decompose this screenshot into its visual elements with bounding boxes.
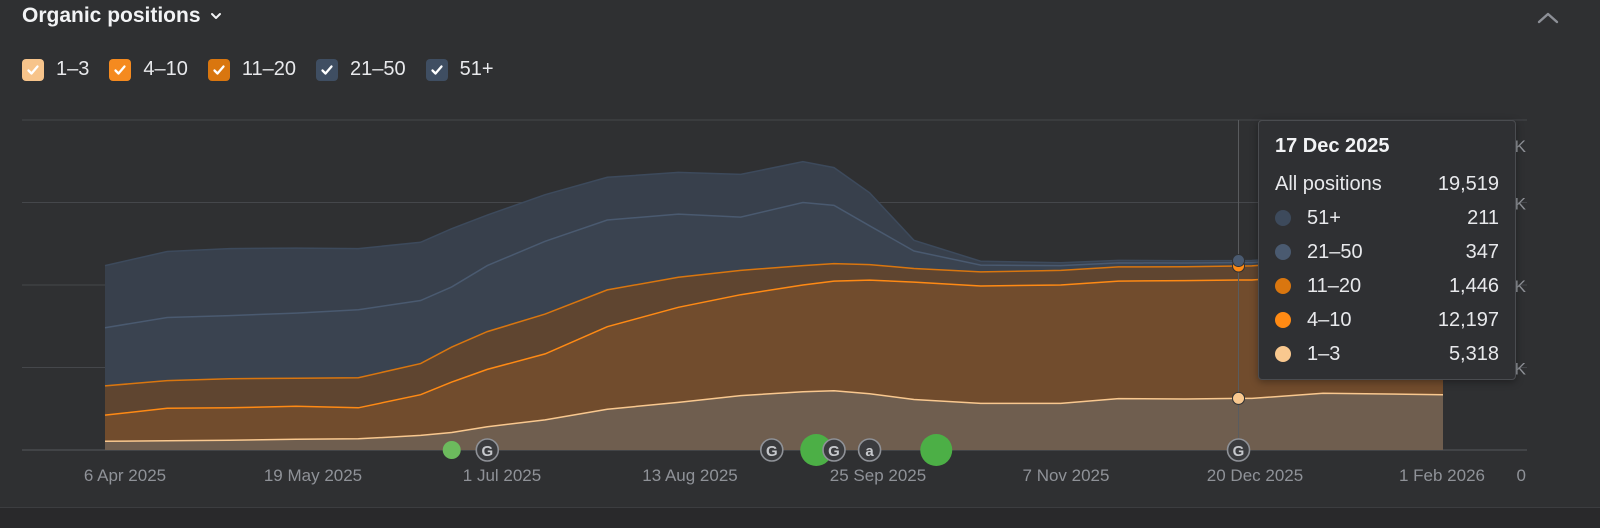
checkbox[interactable] (22, 58, 44, 81)
x-tick-label: 19 May 2025 (264, 466, 362, 485)
check-icon (430, 64, 443, 75)
tooltip-row-label: 11–20 (1307, 274, 1362, 297)
google-update-label: G (766, 443, 778, 460)
series-line (104, 259, 1444, 387)
legend-item-51-plus[interactable]: 51+ (425, 58, 494, 81)
hover-point (1232, 254, 1246, 268)
tooltip-total-label: All positions (1275, 172, 1382, 195)
x-tick-label: 7 Nov 2025 (1023, 466, 1110, 485)
checkbox[interactable] (425, 58, 448, 81)
x-tick-label: 13 Aug 2025 (642, 466, 737, 485)
x-tick-label: 6 Apr 2025 (84, 466, 166, 485)
tooltip-row-value: 211 (1467, 206, 1499, 229)
area-1-3 (105, 390, 1443, 450)
tooltip-row-11-20: 11–20 1,446 (1275, 269, 1499, 303)
check-icon (321, 64, 333, 75)
page-title[interactable]: Organic positions (22, 4, 201, 27)
x-tick-label: 1 Jul 2025 (463, 466, 541, 485)
legend-label: 1–3 (56, 58, 90, 80)
amazon-update-label: a (865, 443, 874, 460)
google-update-icon (475, 438, 500, 462)
tooltip-row-label: 51+ (1307, 206, 1341, 229)
google-update-label: G (828, 443, 840, 460)
tooltip-row-1-3: 1–3 5,318 (1275, 337, 1499, 371)
tooltip-row-label: 21–50 (1307, 240, 1363, 263)
series-line (104, 160, 1444, 267)
series-dot-icon (1275, 278, 1291, 294)
series-line (104, 273, 1444, 416)
y-tick-label: 0 (1517, 466, 1526, 485)
tooltip-row-21-50: 21–50 347 (1275, 235, 1499, 269)
legend-label: 11–20 (241, 58, 297, 80)
legend-item-4-10[interactable]: 4–10 (109, 58, 188, 81)
tooltip-total-row: All positions 19,519 (1275, 167, 1499, 201)
collapse-button[interactable] (1536, 8, 1560, 28)
series-dot-icon (1275, 210, 1291, 226)
legend-item-11-20[interactable]: 11–20 (207, 58, 297, 81)
google-update-label: G (1233, 443, 1245, 460)
google-update-icon (822, 438, 846, 462)
tooltip-row-value: 1,446 (1448, 274, 1499, 297)
tooltip-total-value: 19,519 (1437, 172, 1499, 195)
x-tick-label: 1 Feb 2026 (1399, 466, 1485, 485)
google-update-icon (759, 438, 784, 462)
check-icon (27, 64, 39, 75)
google-update-label: G (481, 443, 493, 460)
y-tick-label: K (1515, 137, 1527, 156)
chevron-down-icon[interactable] (209, 9, 223, 23)
note-marker-icon (800, 434, 833, 466)
note-marker-icon (920, 434, 953, 466)
area-51+ (105, 161, 1443, 328)
tooltip-row-value: 347 (1465, 240, 1499, 263)
checkbox[interactable] (316, 58, 339, 81)
chart-tooltip: 17 Dec 2025 All positions 19,519 51+ 211… (1258, 120, 1516, 380)
google-update-icon (1226, 438, 1251, 462)
series-line (104, 390, 1444, 443)
tooltip-row-51-plus: 51+ 211 (1275, 201, 1499, 235)
series-dot-icon (1275, 244, 1291, 260)
tooltip-row-4-10: 4–10 12,197 (1275, 303, 1499, 337)
bottom-divider (0, 507, 1600, 528)
hover-point (1232, 391, 1246, 405)
legend-item-1-3[interactable]: 1–3 (22, 58, 89, 81)
tooltip-row-label: 4–10 (1307, 308, 1352, 331)
check-icon (213, 64, 225, 75)
tooltip-date: 17 Dec 2025 (1275, 135, 1390, 157)
checkbox[interactable] (207, 58, 230, 81)
chevron-up-icon (1537, 12, 1559, 24)
check-icon (114, 64, 127, 75)
legend-label: 21–50 (350, 58, 406, 80)
legend-label: 51+ (459, 58, 494, 80)
series-line (104, 201, 1444, 329)
series-dot-icon (1275, 346, 1291, 362)
area-21-50 (105, 202, 1443, 386)
series-dot-icon (1275, 312, 1291, 328)
legend: 1–3 4–10 11–20 21–50 51+ (22, 58, 514, 81)
x-tick-label: 25 Sep 2025 (830, 466, 926, 485)
note-marker-icon (442, 441, 461, 459)
y-tick-label: K (1515, 277, 1527, 296)
tooltip-row-label: 1–3 (1307, 342, 1341, 365)
checkbox[interactable] (109, 58, 132, 81)
legend-label: 4–10 (143, 58, 188, 80)
x-tick-label: 20 Dec 2025 (1207, 466, 1303, 485)
tooltip-row-value: 12,197 (1437, 308, 1499, 331)
tooltip-row-value: 5,318 (1448, 342, 1499, 365)
amazon-update-icon (857, 438, 882, 462)
legend-item-21-50[interactable]: 21–50 (316, 58, 406, 81)
y-tick-label: K (1515, 195, 1527, 214)
area-11-20 (105, 260, 1443, 416)
area-4-10 (105, 274, 1443, 442)
header: Organic positions (22, 4, 223, 28)
